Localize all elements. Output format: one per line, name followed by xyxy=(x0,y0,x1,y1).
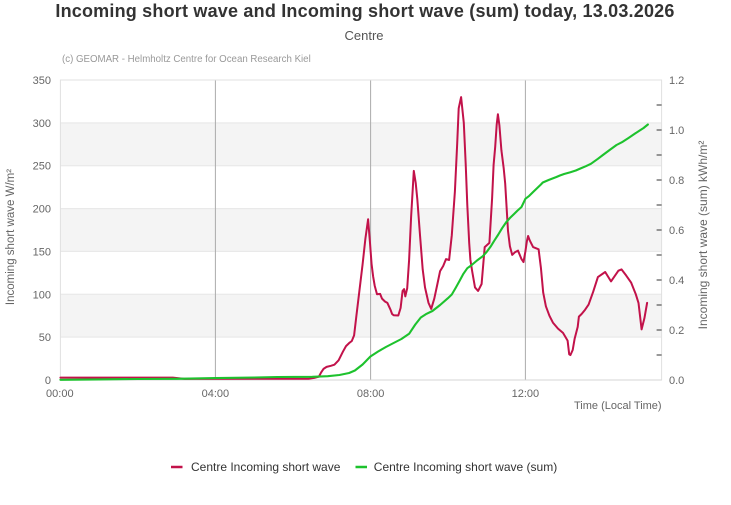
svg-text:0.6: 0.6 xyxy=(669,225,684,237)
svg-text:100: 100 xyxy=(33,289,51,301)
svg-text:12:00: 12:00 xyxy=(512,388,540,400)
svg-text:200: 200 xyxy=(33,204,51,216)
svg-text:350: 350 xyxy=(33,75,51,87)
svg-text:Incoming short wave and Incomi: Incoming short wave and Incoming short w… xyxy=(55,1,674,21)
svg-text:0.4: 0.4 xyxy=(669,275,684,287)
svg-text:0.0: 0.0 xyxy=(669,375,684,387)
svg-text:(c) GEOMAR - Helmholtz Centre: (c) GEOMAR - Helmholtz Centre for Ocean … xyxy=(62,54,311,65)
svg-text:0.8: 0.8 xyxy=(669,175,684,187)
svg-text:Centre Incoming short wave (su: Centre Incoming short wave (sum) xyxy=(374,460,557,474)
svg-text:250: 250 xyxy=(33,161,51,173)
svg-text:0.2: 0.2 xyxy=(669,325,684,337)
svg-text:Incoming short wave W/m²: Incoming short wave W/m² xyxy=(5,169,17,305)
svg-text:08:00: 08:00 xyxy=(357,388,385,400)
svg-text:00:00: 00:00 xyxy=(46,388,74,400)
svg-text:Time (Local Time): Time (Local Time) xyxy=(574,400,662,412)
svg-text:Centre Incoming short wave: Centre Incoming short wave xyxy=(191,460,341,474)
svg-text:0: 0 xyxy=(45,375,51,387)
svg-text:1.2: 1.2 xyxy=(669,75,684,87)
svg-text:150: 150 xyxy=(33,246,51,258)
svg-text:Centre: Centre xyxy=(344,28,383,43)
svg-text:04:00: 04:00 xyxy=(202,388,230,400)
svg-text:Incoming short wave (sum) kWh/: Incoming short wave (sum) kWh/m² xyxy=(696,141,710,330)
svg-text:300: 300 xyxy=(33,118,51,130)
svg-text:50: 50 xyxy=(39,332,51,344)
svg-text:1.0: 1.0 xyxy=(669,125,684,137)
